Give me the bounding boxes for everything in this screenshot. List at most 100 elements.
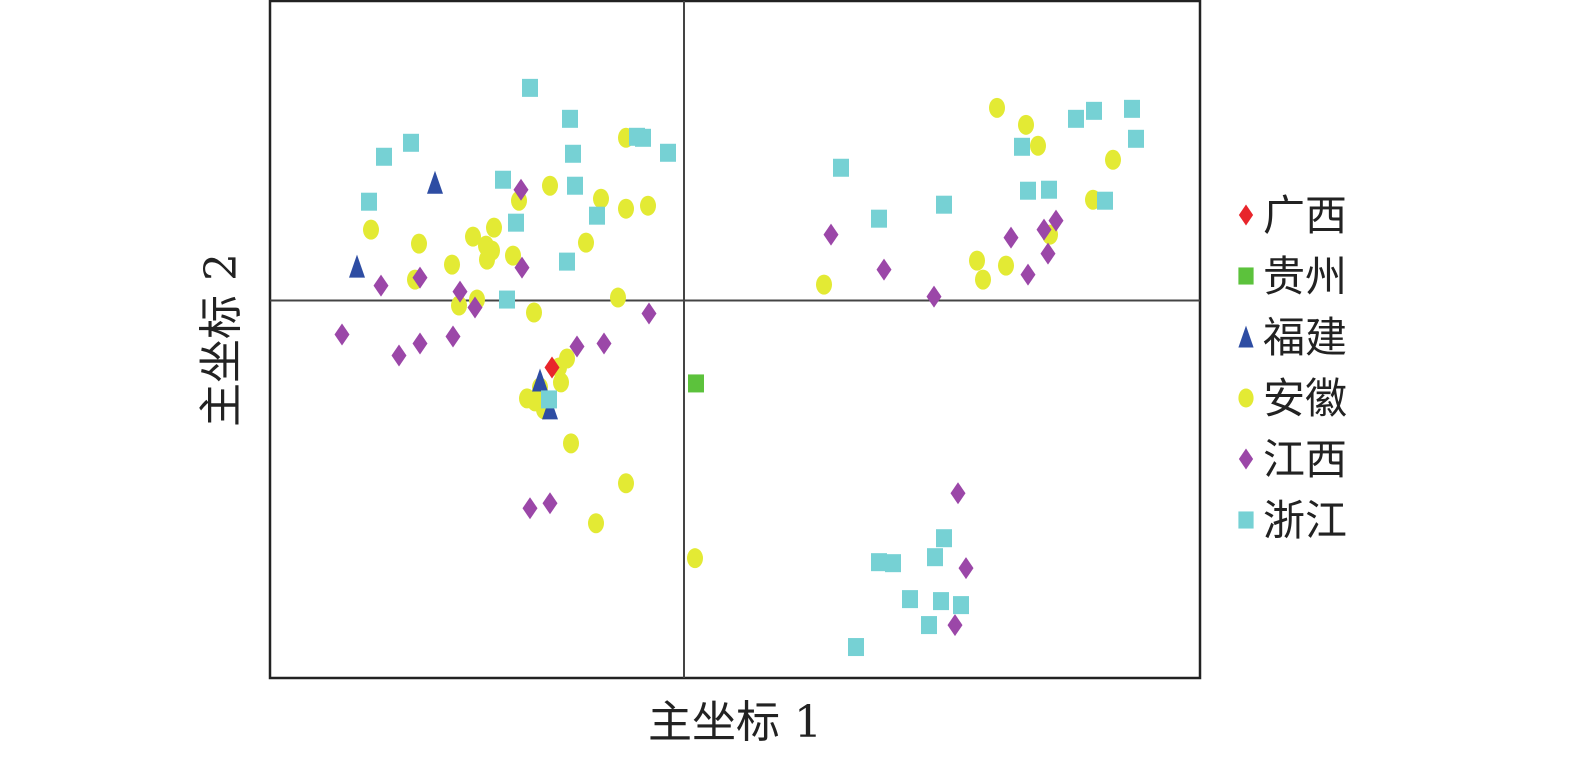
point-diamond (1048, 209, 1064, 232)
legend-label: 福建 (1263, 313, 1347, 362)
point-diamond (569, 335, 585, 358)
point-diamond (445, 325, 461, 348)
point-square (848, 638, 864, 657)
point-square (902, 590, 918, 609)
point-square (933, 592, 949, 611)
y-axis-label: 主坐标 2 (196, 253, 247, 427)
point-diamond (926, 285, 942, 308)
plot-frame (268, 0, 1202, 680)
point-square (495, 170, 511, 189)
point-diamond (514, 256, 530, 279)
point-square (1124, 99, 1140, 118)
point-diamond (1036, 218, 1052, 241)
point-circle (989, 97, 1005, 118)
point-diamond (467, 296, 483, 319)
legend-label: 广西 (1263, 191, 1347, 240)
point-square (541, 390, 557, 409)
point-square (361, 192, 377, 211)
point-circle (526, 302, 542, 323)
point-circle (969, 250, 985, 271)
legend-marker-circle (1238, 388, 1254, 408)
legend-marker-diamond (1238, 448, 1254, 470)
point-square (1086, 101, 1102, 120)
point-circle (588, 513, 604, 534)
point-circle (593, 188, 609, 209)
point-triangle (427, 170, 443, 194)
point-square (1128, 129, 1144, 148)
point-diamond (596, 332, 612, 355)
point-square (1014, 137, 1030, 156)
point-square (871, 553, 887, 572)
point-circle (411, 233, 427, 254)
point-circle (687, 548, 703, 569)
point-diamond (391, 344, 407, 367)
point-circle (998, 255, 1014, 276)
point-square (688, 374, 704, 393)
point-square (403, 133, 419, 152)
point-circle (1018, 114, 1034, 135)
legend-marker-square (1238, 511, 1254, 529)
point-circle (486, 217, 502, 238)
point-square (927, 548, 943, 567)
point-square (522, 78, 538, 97)
point-circle (363, 219, 379, 240)
point-diamond (412, 332, 428, 355)
point-circle (618, 473, 634, 494)
legend-label: 浙江 (1263, 496, 1347, 545)
point-diamond (823, 223, 839, 246)
point-circle (1105, 149, 1121, 170)
point-square (885, 554, 901, 573)
legend-marker-square (1238, 267, 1254, 285)
point-circle (816, 274, 832, 295)
point-circle (479, 249, 495, 270)
point-square (559, 252, 575, 271)
point-square (871, 209, 887, 228)
point-diamond (876, 258, 892, 281)
point-circle (563, 433, 579, 454)
legend-marker-diamond (1238, 204, 1254, 226)
point-triangle (532, 368, 548, 392)
point-square (953, 596, 969, 615)
point-circle (444, 254, 460, 275)
point-square (565, 144, 581, 163)
legend-marker-triangle (1238, 325, 1254, 348)
point-circle (578, 232, 594, 253)
point-square (376, 147, 392, 166)
point-diamond (513, 178, 529, 201)
point-triangle (349, 254, 365, 278)
point-diamond (373, 274, 389, 297)
point-diamond (947, 614, 963, 637)
data-points (334, 78, 1144, 657)
point-diamond (1003, 226, 1019, 249)
point-circle (610, 287, 626, 308)
point-square (567, 176, 583, 195)
legend-label: 贵州 (1263, 252, 1347, 301)
point-square (1020, 181, 1036, 200)
point-circle (451, 295, 467, 316)
point-square (1097, 191, 1113, 210)
point-square (936, 529, 952, 548)
legend-label: 江西 (1263, 435, 1347, 484)
point-diamond (1040, 242, 1056, 265)
point-circle (553, 372, 569, 393)
point-square (562, 109, 578, 128)
point-square (589, 206, 605, 225)
point-circle (1030, 135, 1046, 156)
point-circle (640, 195, 656, 216)
point-circle (505, 245, 521, 266)
point-diamond (542, 492, 558, 515)
point-square (833, 158, 849, 177)
point-square (660, 143, 676, 162)
point-circle (618, 198, 634, 219)
point-square (635, 128, 651, 147)
point-diamond (544, 356, 560, 379)
point-diamond (452, 280, 468, 303)
point-diamond (950, 482, 966, 505)
point-circle (975, 269, 991, 290)
point-diamond (641, 302, 657, 325)
point-diamond (1020, 263, 1036, 286)
point-diamond (522, 497, 538, 520)
point-square (1041, 180, 1057, 199)
